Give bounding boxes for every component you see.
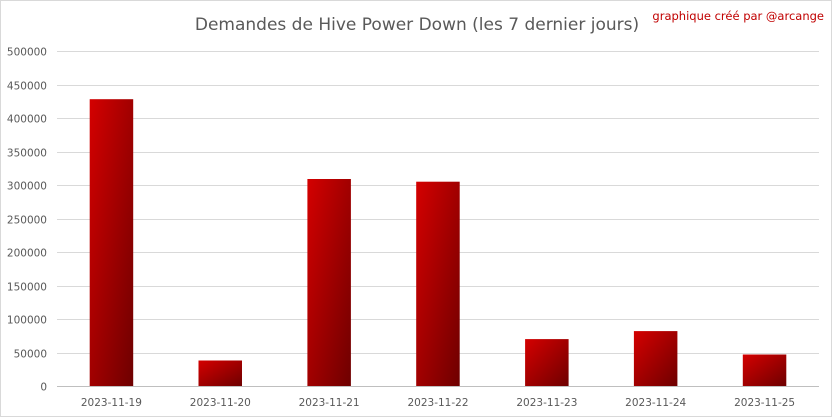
- y-tick-label: 400000: [7, 114, 47, 126]
- y-tick-label: 250000: [7, 215, 47, 227]
- y-tick-label: 50000: [14, 349, 47, 361]
- x-tick-label: 2023-11-19: [81, 397, 142, 409]
- y-tick-label: 450000: [7, 81, 47, 93]
- y-tick-label: 150000: [7, 282, 47, 294]
- y-tick-label: 350000: [7, 148, 47, 160]
- y-tick-label: 100000: [7, 315, 47, 327]
- x-tick-label: 2023-11-23: [516, 397, 577, 409]
- bar-2023-11-23: [525, 339, 569, 386]
- bar-2023-11-25: [742, 354, 787, 386]
- x-tick-label: 2023-11-24: [625, 397, 686, 409]
- y-tick-label: 0: [40, 382, 47, 394]
- bars: [89, 99, 787, 386]
- bar-2023-11-21: [307, 179, 351, 386]
- bar-2023-11-20: [198, 360, 242, 386]
- y-axis-ticks: 0 50000 100000 150000 200000 250000 300000 3500…: [7, 47, 47, 394]
- x-tick-label: 2023-11-20: [190, 397, 251, 409]
- bar-2023-11-22: [416, 181, 460, 386]
- bar-2023-11-24: [633, 331, 678, 386]
- bar-2023-11-19: [89, 99, 134, 386]
- y-tick-label: 200000: [7, 248, 47, 260]
- chart-credit: graphique créé par @arcange: [652, 9, 824, 23]
- y-tick-label: 500000: [7, 47, 47, 59]
- chart-title: Demandes de Hive Power Down (les 7 derni…: [195, 15, 639, 35]
- x-axis-ticks: 2023-11-19 2023-11-20 2023-11-21 2023-11-22…: [81, 397, 795, 409]
- x-tick-label: 2023-11-25: [734, 397, 795, 409]
- x-tick-label: 2023-11-22: [407, 397, 468, 409]
- y-tick-label: 300000: [7, 181, 47, 193]
- x-tick-label: 2023-11-21: [299, 397, 360, 409]
